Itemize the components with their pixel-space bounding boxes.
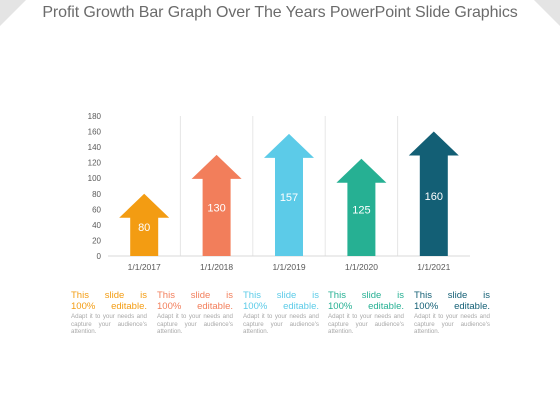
- caption-2-body: Adapt it to your needs and capture your …: [157, 313, 233, 336]
- corner-decoration-right: [534, 0, 560, 26]
- caption-5: This slide is 100% editable. Adapt it to…: [414, 290, 490, 336]
- bar-arrow-4: [336, 158, 387, 256]
- caption-1-heading: This slide is 100% editable.: [71, 290, 147, 312]
- y-tick-label: 180: [88, 112, 102, 121]
- data-label-2: 130: [207, 202, 225, 214]
- bar-arrow-1: [119, 193, 170, 256]
- y-tick-label: 60: [92, 205, 101, 214]
- caption-3-heading: This slide is 100% editable.: [243, 290, 319, 312]
- x-category-label-2: 1/1/2018: [200, 262, 233, 272]
- corner-decoration-left: [0, 0, 26, 26]
- bar-arrow-5: [408, 131, 459, 256]
- caption-5-body: Adapt it to your needs and capture your …: [414, 313, 490, 336]
- data-label-5: 160: [425, 191, 443, 203]
- data-label-1: 80: [138, 222, 150, 234]
- caption-3: This slide is 100% editable. Adapt it to…: [243, 290, 319, 336]
- caption-3-body: Adapt it to your needs and capture your …: [243, 313, 319, 336]
- y-tick-label: 100: [88, 174, 102, 183]
- caption-4: This slide is 100% editable. Adapt it to…: [328, 290, 404, 336]
- caption-5-heading: This slide is 100% editable.: [414, 290, 490, 312]
- caption-1-body: Adapt it to your needs and capture your …: [71, 313, 147, 336]
- caption-2: This slide is 100% editable. Adapt it to…: [157, 290, 233, 336]
- data-label-4: 125: [352, 204, 370, 216]
- x-category-label-5: 1/1/2021: [417, 262, 450, 272]
- bar-arrow-2: [191, 154, 242, 256]
- y-tick-label: 140: [88, 143, 102, 152]
- y-tick-label: 40: [92, 221, 101, 230]
- data-label-3: 157: [280, 192, 298, 204]
- caption-4-body: Adapt it to your needs and capture your …: [328, 313, 404, 336]
- caption-4-heading: This slide is 100% editable.: [328, 290, 404, 312]
- x-category-label-1: 1/1/2017: [128, 262, 161, 272]
- caption-1: This slide is 100% editable. Adapt it to…: [71, 290, 147, 336]
- y-tick-label: 0: [97, 252, 102, 261]
- y-tick-label: 120: [88, 159, 102, 168]
- x-category-label-4: 1/1/2020: [345, 262, 378, 272]
- y-tick-label: 20: [92, 236, 101, 245]
- caption-2-heading: This slide is 100% editable.: [157, 290, 233, 312]
- slide-title: Profit Growth Bar Graph Over The Years P…: [42, 4, 518, 21]
- y-tick-label: 160: [88, 128, 102, 137]
- bar-arrow-3: [264, 133, 314, 256]
- x-category-label-3: 1/1/2019: [272, 262, 305, 272]
- y-tick-label: 80: [92, 190, 101, 199]
